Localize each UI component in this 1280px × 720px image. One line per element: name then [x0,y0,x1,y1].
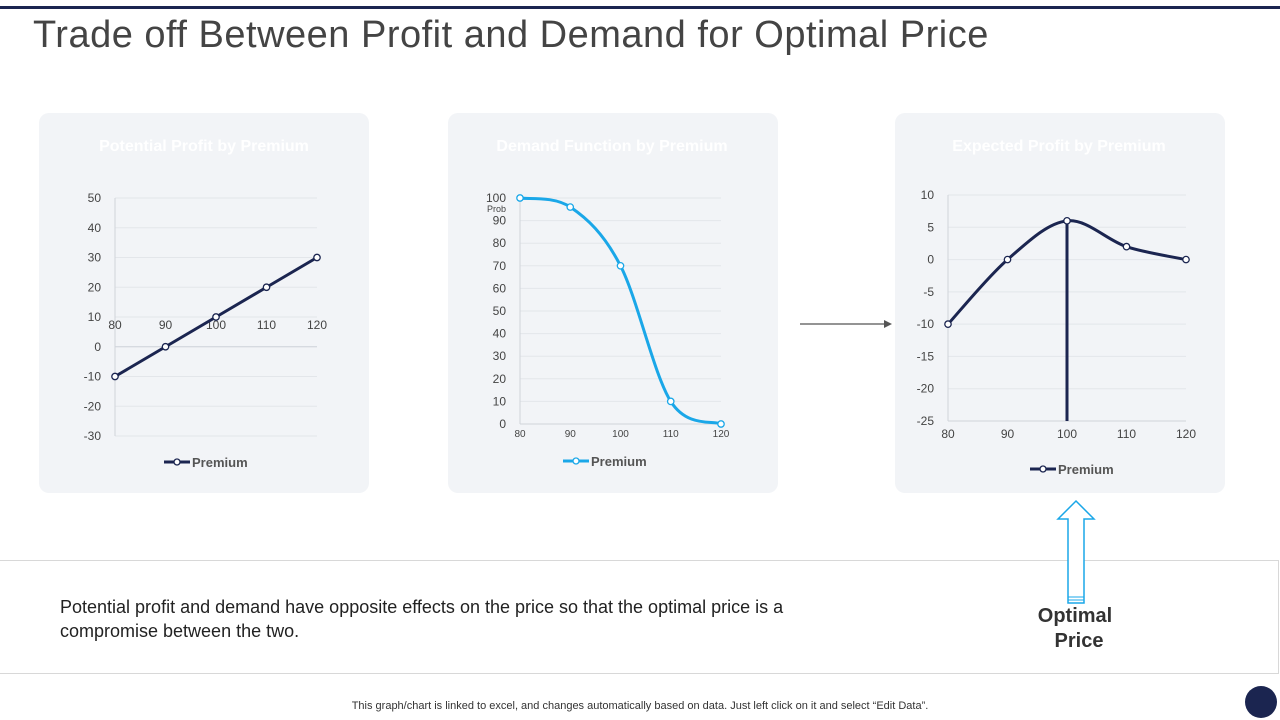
data-point [944,320,952,328]
y-tick-label: 90 [493,214,507,228]
x-tick-label: 110 [257,318,276,332]
demand-function-header: Demand Function by Premium [496,138,728,155]
data-point [666,397,675,406]
footer-note: This graph/chart is linked to excel, and… [351,700,929,712]
data-point [1122,242,1131,251]
y-axis-label: Prob [487,204,506,214]
data-point [1063,216,1071,225]
y-tick-label: 10 [493,394,507,408]
note-text: Potential profit and demand have opposit… [60,597,784,641]
data-point [212,313,220,321]
x-tick-label: 120 [713,429,730,440]
optimal-price-label: Optimal Price [1020,604,1130,654]
data-point [262,283,271,292]
x-tick-label: 80 [108,318,122,332]
y-tick-label: -5 [923,285,934,299]
y-tick-label: -30 [84,429,102,443]
legend-marker [173,458,181,466]
data-point [516,194,524,202]
y-tick-label: -25 [917,414,935,428]
y-tick-label: 40 [493,327,507,341]
y-tick-label: 60 [493,281,507,295]
y-tick-label: 50 [493,304,507,318]
y-tick-label: -10 [917,317,935,331]
expected-profit-card[interactable]: Expected Profit by Premium 10 5 0 -5 -10 -15 -… [895,113,1225,493]
optimal-label-line2: Price [1054,630,1104,652]
series-line [518,196,723,426]
y-tick-label: 0 [94,340,101,354]
corner-dot [1245,686,1277,718]
y-tick-label: 30 [88,251,102,265]
legend-label: Premium [192,455,248,470]
expected-profit-chart[interactable]: 10 5 0 -5 -10 -15 -20 -25 80 90 100 110 120 Premium [895,113,1225,493]
legend-label: Premium [591,454,647,469]
y-tick-label: 50 [88,191,102,205]
potential-profit-card[interactable]: Potential Profit by Premium 50 40 30 20 10 0-… [39,113,369,493]
data-point [313,253,321,262]
y-tick-label: 40 [88,221,102,235]
x-tick-label: 110 [1117,427,1136,441]
y-tick-label: -20 [917,382,935,396]
x-tick-label: 90 [1001,427,1015,441]
y-tick-label: 20 [493,372,507,386]
data-point [717,420,725,428]
expected-profit-header: Expected Profit by Premium [952,138,1166,155]
y-tick-label: 0 [499,417,506,431]
y-tick-label: -20 [84,399,102,413]
y-tick-label: 10 [88,310,102,324]
legend-label: Premium [1058,462,1114,477]
y-tick-label: 5 [927,220,934,234]
data-point [161,342,170,351]
y-tick-label: 80 [493,236,507,250]
data-point [111,372,119,381]
x-tick-label: 110 [663,429,679,440]
legend-marker [572,457,580,465]
x-tick-label: 120 [1176,427,1196,441]
potential-profit-header: Potential Profit by Premium [99,138,309,155]
page-title: Trade off Between Profit and Demand for … [33,14,989,56]
data-point [1003,255,1012,264]
y-tick-label: -10 [84,370,102,384]
x-tick-label: 80 [514,429,526,440]
y-tick-label: 30 [493,349,507,363]
data-point [616,261,625,270]
x-tick-label: 90 [159,318,173,332]
x-tick-label: 120 [307,318,327,332]
y-tick-label: 70 [493,259,507,273]
x-tick-label: 100 [1057,427,1077,441]
top-accent-bar [0,6,1280,9]
optimal-label-line1: Optimal [1037,605,1113,627]
y-tick-label: 10 [921,188,935,202]
y-tick-label: 100 [486,191,506,205]
x-tick-label: 100 [612,429,629,440]
x-tick-label: 90 [565,429,577,440]
demand-function-card[interactable]: Demand Function by Premium 100 90 80 70 60 50… [448,113,778,493]
y-tick-label: 20 [88,280,102,294]
legend-marker [1039,465,1047,473]
x-tick-label: 80 [941,427,955,441]
data-point [1182,255,1190,264]
y-tick-label: -15 [917,349,935,363]
y-tick-label: 0 [927,253,934,267]
data-point [566,203,575,211]
